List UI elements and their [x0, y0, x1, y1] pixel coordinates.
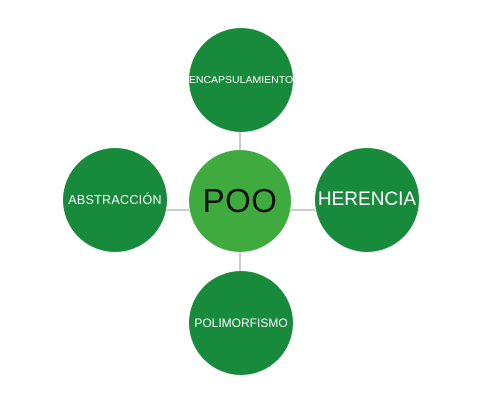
node-label: HERENCIA	[317, 189, 417, 210]
node-abstraccion: ABSTRACCIÓN	[63, 148, 167, 252]
node-label: ENCAPSULAMIENTO	[188, 74, 294, 86]
node-label: POLIMORFISMO	[194, 316, 288, 330]
node-herencia: HERENCIA	[315, 148, 419, 252]
node-center-poo: POO	[189, 150, 291, 252]
node-polimorfismo: POLIMORFISMO	[189, 271, 293, 375]
node-encapsulamiento: ENCAPSULAMIENTO	[189, 28, 293, 132]
center-label: POO	[202, 182, 278, 219]
node-label: ABSTRACCIÓN	[68, 193, 162, 207]
